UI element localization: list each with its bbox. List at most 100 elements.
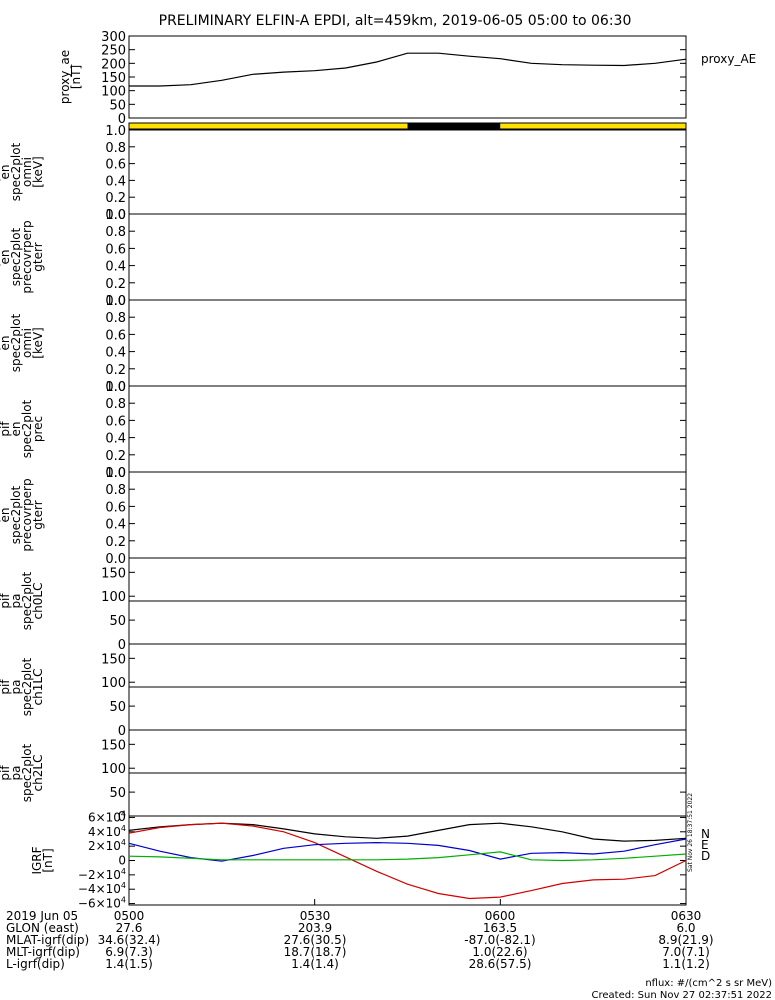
orbit-row-value: 163.5 [483,921,517,935]
y-tick-label: 0.0 [105,552,126,567]
y-tick-label: 150 [101,652,126,667]
status-segment-2 [500,123,686,129]
panel-frame [128,385,687,473]
y-tick-label: 0.2 [105,277,126,292]
panel-ela_pef_omni: 0.0 0.2 0.40.6 0.8 1.0 elapefenspec2plotomni[… [0,124,687,223]
y-tick-label: 6×104 [88,809,126,824]
y-tick-label: 50 [109,614,126,629]
y-tick-label: 50 [109,98,126,113]
created-date: Created: Sun Nov 27 02:37:51 2022 [592,990,772,1000]
y-axis-label: elapifpaspec2plotch0LC [0,571,45,630]
orbit-row-value: 203.9 [298,921,332,935]
y-tick-label: 0.4 [105,518,126,533]
orbit-row-value: 0500 [114,909,145,923]
y-tick-label: 0.0 [105,294,126,309]
panel-ela_pif_pa_ch1LC: 0 50 100 150 elapifpaspec2plotch1LC [0,643,687,739]
orbit-row-value: 27.6 [116,921,143,935]
panel-igrf: 6×1044×1042×1040−2×104−4×104−6×104IGRF[n… [30,809,710,910]
panel-frame [128,129,687,215]
y-tick-label: 150 [101,738,126,753]
orbit-row-value: 0630 [671,909,702,923]
series-line-black [128,822,687,842]
orbit-row-value: 34.6(32.4) [98,933,161,947]
orbit-row-value: 18.7(18.7) [284,945,347,959]
y-tick-label: 0.4 [105,260,126,275]
orbit-row-label: GLON (east) [6,921,79,935]
panel-ela_pef_precovrperp: 0.0 0.2 0.4 0.6 0.8 1.0 elapefenspec2plotpreco… [0,208,687,309]
y-tick-label: 50 [109,700,126,715]
y-tick-label: 0.4 [105,432,126,447]
y-tick-label: 0 [118,810,126,825]
panel-frame [128,299,687,387]
side-timestamp: Sat Nov 26 18:37:51 2022 [687,793,694,872]
y-tick-label: 100 [101,85,126,100]
y-tick-label: 1.0 [105,466,126,481]
status-segment-1 [407,123,501,129]
orbit-row-value: 0600 [485,909,516,923]
orbit-row-value: 6.0 [676,921,695,935]
y-tick-label: 1.0 [105,294,126,309]
orbit-row-value: -87.0(-82.1) [464,933,535,947]
nflux-units: nflux: #/(cm^2 s sr MeV) [645,978,772,989]
series-line-green [128,851,687,862]
panels-group: 050100150200250300proxy_ae[nT]0.00.20.40… [0,30,710,911]
y-tick-label: 0.2 [105,449,126,464]
y-tick-label: 4×104 [88,824,126,839]
y-tick-label: −4×104 [78,881,126,896]
legend-entry-E: E [701,838,709,852]
orbit-row-0: 2019 Jun 05 0500 0530 0600 0630 [6,909,701,923]
y-tick-label: 0 [118,854,126,868]
y-tick-label: 100 [101,676,126,691]
y-tick-label: 1.0 [105,124,126,139]
y-tick-label: 2×104 [88,838,126,853]
y-axis-label: elapifenspec2plotprec [0,399,45,458]
series-line-red [128,822,687,900]
y-tick-label: 0.2 [105,363,126,378]
y-tick-label: 0.6 [105,158,126,173]
panel-ela_pif_prec: 0.0 0.2 0.4 0.6 0.8 1.0 elapifenspec2plotprec [0,380,687,481]
y-tick-label: 0.6 [105,500,126,515]
y-tick-label: 0.2 [105,535,126,550]
plot-title: PRELIMINARY ELFIN-A EPDI, alt=459km, 201… [159,13,632,29]
y-tick-label: 0.4 [105,346,126,361]
y-axis-label: elapifenspec2plotprecovrperpgterr [0,478,45,551]
y-tick-label: 0.8 [105,397,126,412]
y-tick-label: 100 [101,762,126,777]
y-tick-label: 0.6 [105,242,126,257]
y-tick-label: −2×104 [78,867,126,882]
series-line-blue [128,838,687,862]
y-axis-label: proxy_ae[nT] [58,50,83,104]
panel-ela_pif_precovrperp: 0.0 0.2 0.4 0.6 0.8 1.0 elapifenspec2plotpreco… [0,466,687,567]
y-tick-label: 150 [101,566,126,581]
orbit-row-value: 27.6(30.5) [284,933,347,947]
orbit-row-value: 1.1(1.2) [662,957,710,971]
y-tick-label: 0 [118,724,126,739]
orbit-row-value: 1.4(1.4) [291,957,339,971]
y-tick-label: 0.8 [105,311,126,326]
y-tick-label: 50 [109,786,126,801]
y-axis-label: elapifenspec2plotomni[keV] [0,313,45,372]
y-tick-label: −6×104 [78,896,126,911]
y-tick-label: 0.8 [105,225,126,240]
y-tick-label: 0 [118,112,126,127]
orbit-row-3: MLT-igrf(dip) 6.9(7.3) 18.7(18.7) 1.0(22.6)… [6,945,710,959]
panel-frame [128,213,687,301]
legend-entry-N: N [701,827,710,841]
orbit-row-label: 2019 Jun 05 [6,909,78,923]
orbit-row-value: 1.0(22.6) [472,945,527,959]
y-tick-label: 250 [101,44,126,59]
orbit-row-1: GLON (east) 27.6 203.9 163.5 6.0 [6,921,696,935]
y-tick-label: 0.6 [105,414,126,429]
y-axis-label: elapifpaspec2plotch2LC [0,743,45,802]
status-bar-frame [128,122,687,130]
orbit-row-value: 0530 [300,909,331,923]
series-line-proxy_AE [129,52,687,87]
y-tick-label: 0.4 [105,174,126,189]
orbit-info-table: 2019 Jun 05 0500 0530 0600 0630 GLON (east) 27… [6,909,714,971]
panel-ela_pif_omni: 0.0 0.2 0.4 0.6 0.8 1.0 elapifenspec2plotomni[… [0,294,687,395]
panel-frame [128,471,687,559]
orbit-row-label: MLT-igrf(dip) [6,945,80,959]
y-tick-label: 0.0 [105,466,126,481]
